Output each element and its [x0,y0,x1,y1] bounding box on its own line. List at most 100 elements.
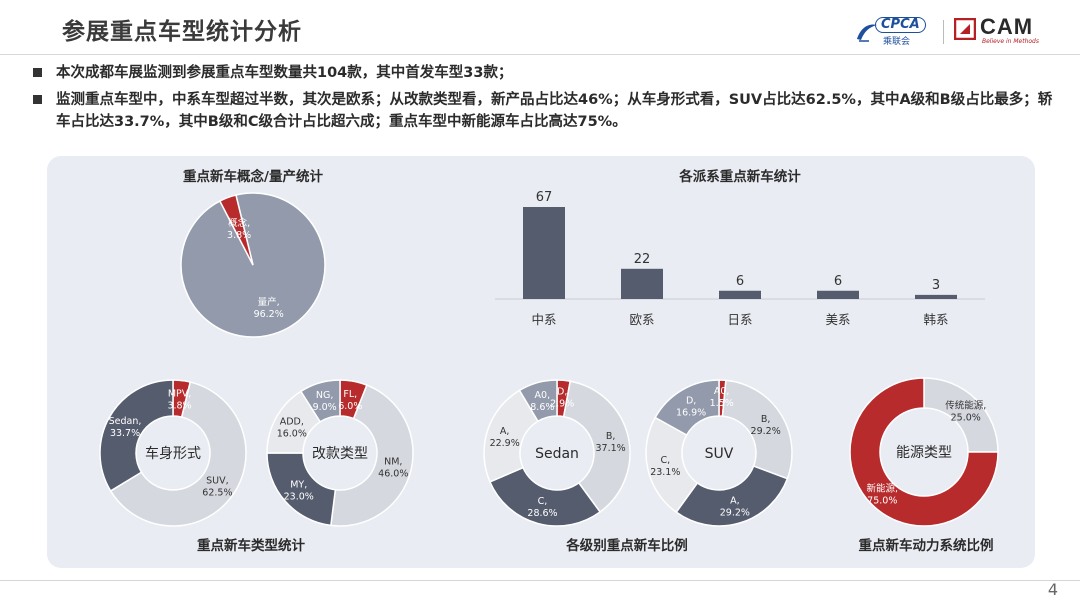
slice-label-value: 25.0% [951,412,981,423]
x-tick-label: 日系 [727,312,752,327]
pie-slice-新能源 [849,377,999,527]
slice-label-value: 29.2% [751,426,781,437]
pie-chart-0: 量产,96.2% 概念,3.8% 重点新车概念/量产统计 [180,168,326,338]
cam-mark-icon [954,18,976,40]
bullet-text: 监测重点车型中，中系车型超过半数，其次是欧系；从改款类型看，新产品占比达46%；… [56,92,1053,130]
logo-divider [943,20,944,44]
bar-value-label: 6 [834,274,842,289]
bullet-square-icon [33,95,42,104]
slice-label-value: 46.0% [378,469,408,480]
logo-group: CPCA 乘联会 CAM Believe in Methods [855,14,1058,48]
slice-label-value: 6.0% [338,401,362,412]
cam-logo-tagline: Believe in Methods [982,38,1039,45]
slice-label-value: 3.8% [227,230,251,241]
slice-label-value: 62.5% [202,487,232,498]
slice-label-name: 概念, [228,217,250,229]
x-tick-label: 中系 [531,312,556,327]
pie-slice-A [675,465,789,527]
slice-label-name: B, [606,431,616,442]
pie-chart-3: FL,6.0% NM,46.0% MY,23.0% ADD,16.0% NG,9.0% 改… [266,379,414,527]
slice-label-name: NM, [384,457,402,468]
cpca-logo-subtext: 乘联会 [883,37,911,47]
donut-center-label: Sedan [535,446,579,462]
slice-label-value: 16.0% [277,429,307,440]
slice-label-name: MPV, [168,388,191,399]
pie-chart-6: 传统能源,25.0% 新能源,75.0% 能源类型 [849,377,999,527]
x-tick-label: 韩系 [923,312,948,327]
bullet-square-icon [33,68,42,77]
donut-center-label: 能源类型 [896,445,952,461]
pie-slice-NM [330,384,414,527]
pie-slice-概念 [218,194,254,266]
slice-label-name: C, [660,455,670,466]
slice-label-name: SUV, [206,475,229,486]
slice-label-name: NG, [316,390,334,401]
slice-label-name: 量产, [258,296,280,308]
summary-bullets: 本次成都车展监测到参展重点车型数量共104款，其中首发车型33款； 监测重点车型… [30,62,1060,138]
slice-label-name: D, [557,386,567,397]
pie-slice-A0 [518,379,558,423]
slice-label-value: 8.6% [530,402,554,413]
slice-label-name: B, [761,414,771,425]
cpca-swoosh-icon [857,24,877,42]
pie-slice-B [721,379,793,480]
x-tick-label: 美系 [825,312,850,327]
footer-divider [0,580,1080,581]
bar-日系 [719,290,761,299]
slice-label-value: 3.8% [167,400,191,411]
slice-label-name: A, [500,426,510,437]
chart-title: 重点新车概念/量产统计 [183,168,323,185]
x-tick-label: 欧系 [629,312,654,327]
slice-label-name: C, [538,496,548,507]
slice-label-value: 37.1% [596,443,626,454]
slice-label-value: 9.0% [313,402,337,413]
cam-logo-text: CAM [980,14,1034,39]
cam-logo: CAM Believe in Methods [954,14,1058,48]
donut-center-label: 车身形式 [145,445,201,462]
bar-欧系 [621,268,663,299]
bar-value-label: 6 [736,274,744,289]
slice-label-value: 96.2% [254,309,284,320]
pie-chart-4: D,2.9% B,37.1% C,28.6% A,22.9% A0,8.6% Sedan [483,379,631,527]
bar-美系 [817,290,859,299]
slice-label-name: A, [730,496,740,507]
slice-label-value: 23.0% [284,491,314,502]
slice-label-name: Sedan, [109,416,142,427]
group-title: 重点新车动力系统比例 [859,537,994,554]
donut-center-label: SUV [705,446,734,462]
bar-中系 [523,207,565,299]
group-title: 各级别重点新车比例 [565,537,688,554]
slice-label-value: 33.7% [110,428,140,439]
cpca-logo-text: CPCA [875,17,926,33]
bar-value-label: 22 [634,252,651,267]
bullet-text: 本次成都车展监测到参展重点车型数量共104款，其中首发车型33款； [56,65,513,81]
slice-label-name: ADD, [280,417,304,428]
slice-label-name: FL, [343,389,357,400]
slice-label-value: 16.9% [676,408,706,419]
header-divider [0,54,1080,55]
pie-chart-2: MPV,3.8% SUV,62.5% Sedan,33.7% 车身形式 [99,379,247,527]
slice-label-value: 23.1% [650,467,680,478]
slice-label-name: A0, [714,386,730,397]
pie-slice-SUV [109,381,247,527]
bar-韩系 [915,294,957,299]
slice-label-name: 新能源, [867,483,899,495]
donut-center-label: 改款类型 [312,446,368,462]
slice-label-value: 1.5% [710,398,734,409]
slice-label-value: 2.9% [550,398,574,409]
pie-slice-B [562,380,631,513]
bar-chart: 67 中系 22 欧系 6 日系 6 美系 3 韩系 各派系重点新车统计 [495,168,985,327]
chart-title: 各派系重点新车统计 [678,168,801,185]
page-title: 参展重点车型统计分析 [62,19,302,45]
group-title: 重点新车类型统计 [197,537,305,554]
cpca-logo: CPCA 乘联会 [855,17,933,47]
bar-value-label: 3 [932,278,940,293]
pie-slice-NG [299,379,341,423]
slice-label-value: 75.0% [867,496,897,507]
slice-label-name: MY, [290,479,307,490]
slice-label-value: 22.9% [490,438,520,449]
bullet-item: 本次成都车展监测到参展重点车型数量共104款，其中首发车型33款； [30,62,1060,84]
slice-label-name: A0, [535,390,551,401]
pie-slice-Sedan [99,379,174,492]
